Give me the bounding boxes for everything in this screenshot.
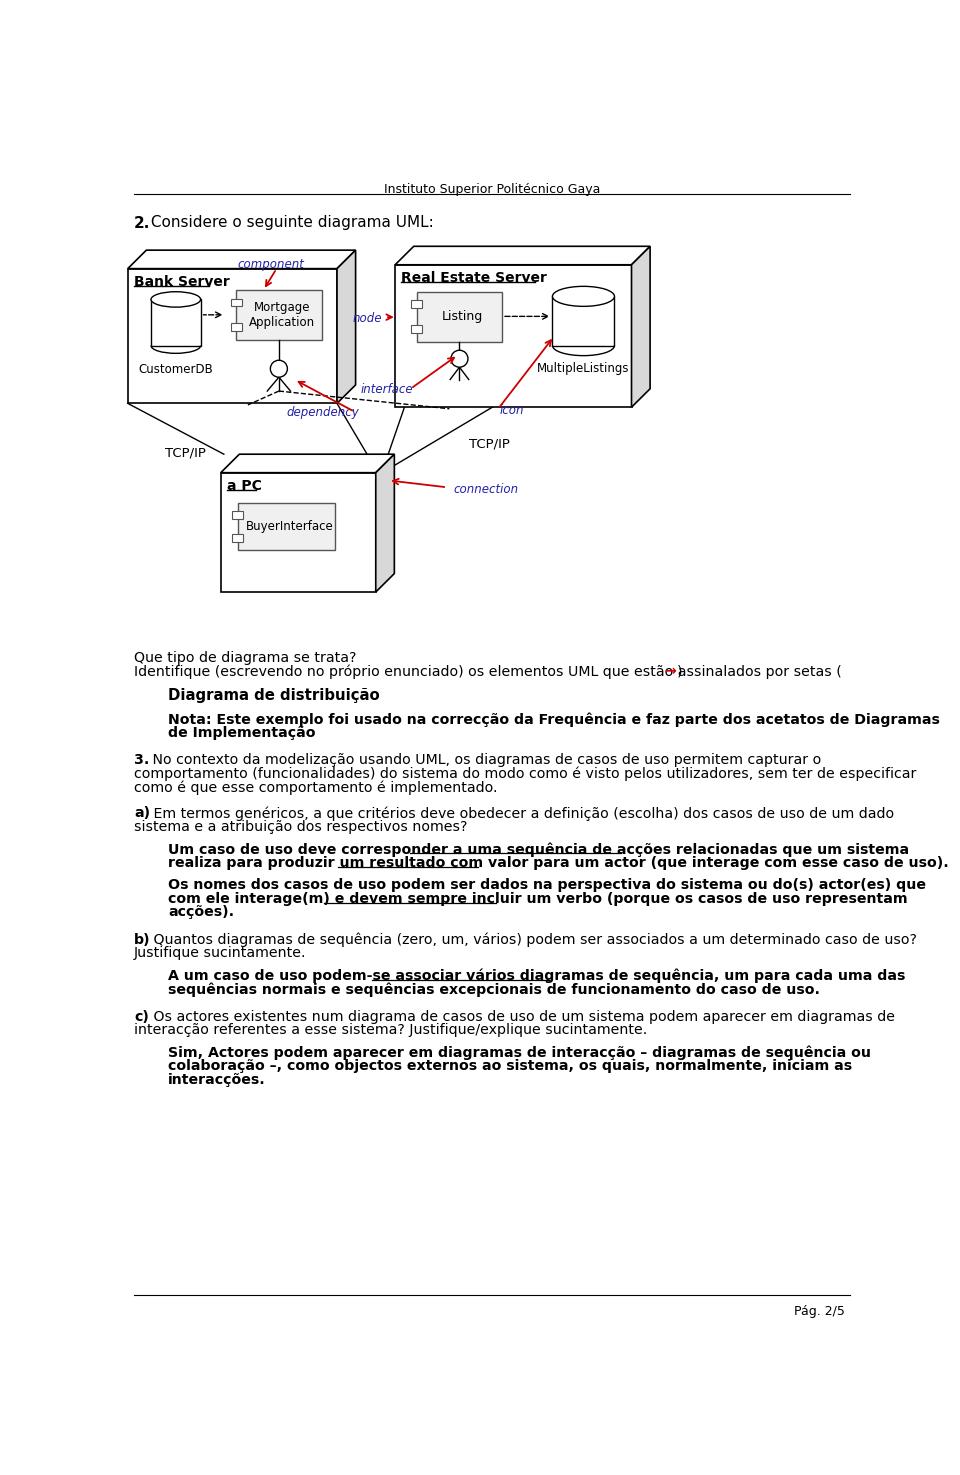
- Text: Real Estate Server: Real Estate Server: [401, 271, 547, 285]
- Text: a PC: a PC: [227, 479, 262, 493]
- Polygon shape: [236, 291, 322, 341]
- Text: interacção referentes a esse sistema? Justifique/explique sucintamente.: interacção referentes a esse sistema? Ju…: [134, 1024, 647, 1037]
- Circle shape: [271, 360, 287, 378]
- Text: 3.: 3.: [134, 754, 150, 767]
- Polygon shape: [221, 472, 375, 591]
- Polygon shape: [552, 296, 614, 345]
- Text: Instituto Superior Politécnico Gaya: Instituto Superior Politécnico Gaya: [384, 183, 600, 196]
- Text: node: node: [352, 311, 382, 324]
- Text: b): b): [134, 932, 151, 947]
- Text: interacções.: interacções.: [168, 1072, 266, 1087]
- Text: c): c): [134, 1010, 149, 1024]
- Ellipse shape: [552, 286, 614, 307]
- Text: Nota: Este exemplo foi usado na correcção da Frequência e faz parte dos acetatos: Nota: Este exemplo foi usado na correcçã…: [168, 712, 940, 727]
- Polygon shape: [375, 454, 395, 591]
- Text: Os nomes dos casos de uso podem ser dados na perspectiva do sistema ou do(s) act: Os nomes dos casos de uso podem ser dado…: [168, 879, 926, 892]
- Polygon shape: [128, 251, 355, 268]
- Text: a): a): [134, 807, 150, 820]
- Text: interface: interface: [360, 384, 413, 397]
- Text: dependency: dependency: [287, 407, 359, 419]
- Text: sistema e a atribuição dos respectivos nomes?: sistema e a atribuição dos respectivos n…: [134, 820, 468, 833]
- Polygon shape: [238, 503, 335, 550]
- Text: de Implementação: de Implementação: [168, 726, 316, 740]
- Text: icon: icon: [500, 404, 524, 417]
- Polygon shape: [230, 298, 242, 307]
- Circle shape: [451, 350, 468, 367]
- Text: realiza para produzir um resultado com valor para um actor (que interage com ess: realiza para produzir um resultado com v…: [168, 855, 948, 870]
- Text: acções).: acções).: [168, 906, 234, 919]
- Text: Um caso de uso deve corresponder a uma sequência de acções relacionadas que um s: Um caso de uso deve corresponder a uma s…: [168, 842, 909, 857]
- Text: Em termos genéricos, a que critérios deve obedecer a definição (escolha) dos cas: Em termos genéricos, a que critérios dev…: [150, 807, 895, 820]
- Text: connection: connection: [453, 484, 518, 497]
- Text: sequências normais e sequências excepcionais de funcionamento do caso de uso.: sequências normais e sequências excepcio…: [168, 982, 820, 997]
- Text: Que tipo de diagrama se trata?: Que tipo de diagrama se trata?: [134, 650, 356, 665]
- Text: Mortgage
Application: Mortgage Application: [249, 301, 315, 329]
- Text: TCP/IP: TCP/IP: [468, 437, 510, 450]
- Polygon shape: [232, 534, 243, 541]
- Text: Quantos diagramas de sequência (zero, um, vários) podem ser associados a um dete: Quantos diagramas de sequência (zero, um…: [150, 932, 918, 947]
- Polygon shape: [396, 266, 632, 407]
- Text: 2.: 2.: [134, 215, 151, 230]
- Ellipse shape: [151, 292, 201, 307]
- Polygon shape: [632, 246, 650, 407]
- Text: Listing: Listing: [442, 310, 483, 323]
- Text: No contexto da modelização usando UML, os diagramas de casos de uso permitem cap: No contexto da modelização usando UML, o…: [148, 754, 821, 767]
- Text: Pág. 2/5: Pág. 2/5: [794, 1305, 845, 1319]
- Text: Sim, Actores podem aparecer em diagramas de interacção – diagramas de sequência : Sim, Actores podem aparecer em diagramas…: [168, 1046, 871, 1061]
- Text: Bank Server: Bank Server: [134, 274, 229, 289]
- Polygon shape: [417, 292, 502, 342]
- Polygon shape: [151, 299, 201, 345]
- Polygon shape: [337, 251, 355, 403]
- Polygon shape: [412, 301, 422, 308]
- Text: com ele interage(m) e devem sempre incluir um verbo (porque os casos de uso repr: com ele interage(m) e devem sempre inclu…: [168, 892, 907, 906]
- Text: →: →: [664, 664, 676, 678]
- Text: CustomerDB: CustomerDB: [138, 363, 213, 376]
- Text: comportamento (funcionalidades) do sistema do modo como é visto pelos utilizador: comportamento (funcionalidades) do siste…: [134, 767, 917, 782]
- Text: TCP/IP: TCP/IP: [165, 447, 205, 460]
- Text: ): ): [677, 664, 682, 678]
- Text: Diagrama de distribuição: Diagrama de distribuição: [168, 689, 380, 704]
- Polygon shape: [128, 268, 337, 403]
- Polygon shape: [221, 454, 395, 472]
- Text: como é que esse comportamento é implementado.: como é que esse comportamento é implemen…: [134, 780, 497, 795]
- Text: Identifique (escrevendo no próprio enunciado) os elementos UML que estão assinal: Identifique (escrevendo no próprio enunc…: [134, 664, 842, 678]
- Text: BuyerInterface: BuyerInterface: [246, 521, 333, 532]
- Text: colaboração –, como objectos externos ao sistema, os quais, normalmente, iniciam: colaboração –, como objectos externos ao…: [168, 1059, 852, 1074]
- Text: Considere o seguinte diagrama UML:: Considere o seguinte diagrama UML:: [146, 215, 434, 230]
- Text: component: component: [238, 258, 304, 271]
- Polygon shape: [232, 512, 243, 519]
- Text: Justifique sucintamente.: Justifique sucintamente.: [134, 947, 306, 960]
- Polygon shape: [412, 324, 422, 332]
- Text: Os actores existentes num diagrama de casos de uso de um sistema podem aparecer : Os actores existentes num diagrama de ca…: [150, 1010, 896, 1024]
- Polygon shape: [230, 323, 242, 330]
- Polygon shape: [396, 246, 650, 266]
- Text: MultipleListings: MultipleListings: [538, 361, 630, 375]
- Text: A um caso de uso podem-se associar vários diagramas de sequência, um para cada u: A um caso de uso podem-se associar vário…: [168, 969, 905, 984]
